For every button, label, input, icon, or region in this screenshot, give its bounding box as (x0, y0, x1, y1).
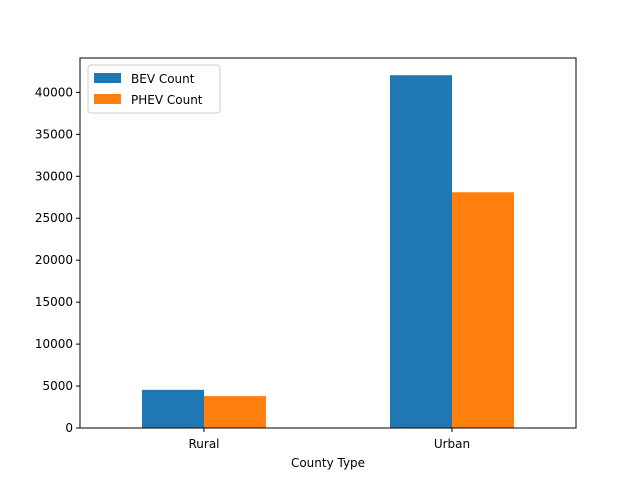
x-tick-label: Rural (188, 437, 219, 451)
legend-swatch (94, 94, 121, 104)
legend: BEV Count PHEV Count (87, 64, 221, 114)
plot-area-frame (79, 57, 577, 429)
legend-swatch (94, 73, 121, 83)
y-tick-label: 0 (65, 421, 73, 435)
y-tick-label: 30000 (35, 169, 73, 183)
legend-label: BEV Count (131, 72, 195, 86)
y-tick-label: 5000 (42, 379, 73, 393)
y-tick-label: 15000 (35, 295, 73, 309)
bar-rural-bev-count (142, 389, 204, 428)
x-tick-label: Urban (434, 437, 470, 451)
y-tick-label: 25000 (35, 211, 73, 225)
y-tick-label: 35000 (35, 127, 73, 141)
bar-urban-phev-count (452, 192, 514, 428)
y-tick-label: 20000 (35, 253, 73, 267)
bar-urban-bev-count (390, 75, 452, 428)
bar-rural-phev-count (204, 396, 266, 428)
x-axis-title: County Type (291, 456, 365, 470)
y-tick-label: 10000 (35, 337, 73, 351)
y-tick-label: 40000 (35, 85, 73, 99)
legend-label: PHEV Count (131, 93, 203, 107)
